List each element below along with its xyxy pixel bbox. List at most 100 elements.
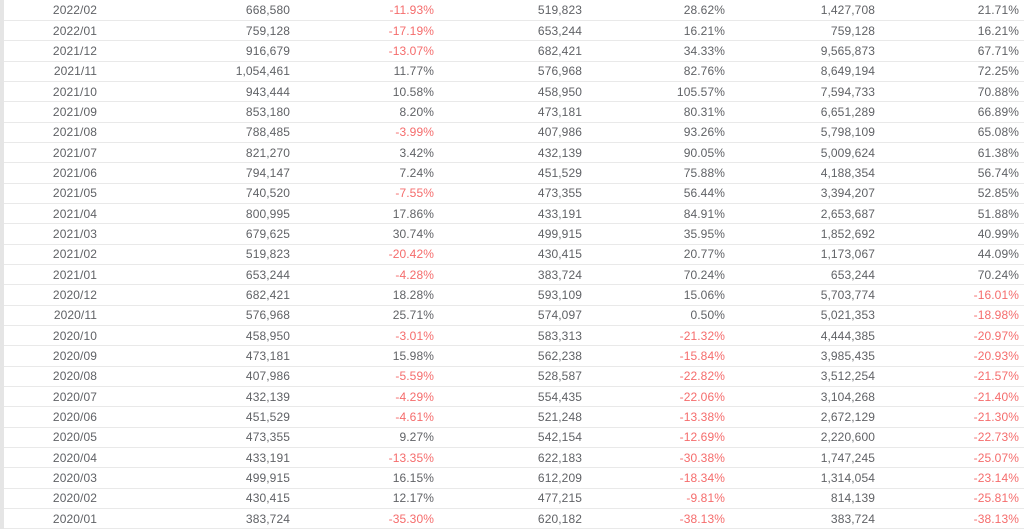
month-cell: 2021/05 [0, 183, 107, 204]
value-cell: 430,415 [107, 488, 300, 510]
left-edge-strip [0, 0, 4, 529]
percent-change-cell: -30.38% [592, 447, 735, 469]
value-cell: 554,435 [444, 386, 592, 408]
percent-change-cell: -5.59% [300, 366, 444, 388]
value-cell: 759,128 [107, 20, 300, 42]
value-cell: 451,529 [444, 162, 592, 184]
value-cell: 383,724 [735, 508, 885, 529]
percent-change-cell: 34.33% [592, 40, 735, 62]
value-cell: 473,181 [107, 345, 300, 367]
month-cell: 2020/06 [0, 406, 107, 428]
percent-change-cell: 44.09% [885, 244, 1024, 265]
percent-change-cell: -4.28% [300, 264, 444, 286]
percent-change-cell: 15.06% [592, 284, 735, 306]
value-cell: 1,747,245 [735, 447, 885, 469]
value-cell: 620,182 [444, 508, 592, 529]
percent-change-cell: -9.81% [592, 488, 735, 510]
value-cell: 788,485 [107, 122, 300, 143]
value-cell: 473,355 [444, 183, 592, 204]
percent-change-cell: 61.38% [885, 142, 1024, 164]
percent-change-cell: 56.44% [592, 183, 735, 204]
percent-change-cell: -4.61% [300, 406, 444, 428]
value-cell: 853,180 [107, 101, 300, 123]
percent-change-cell: 105.57% [592, 81, 735, 103]
table-row: 2021/07 821,270 3.42% 432,139 90.05% 5,009,62… [0, 142, 1024, 164]
percent-change-cell: -18.34% [592, 467, 735, 489]
percent-change-cell: 65.08% [885, 122, 1024, 143]
percent-change-cell: -15.84% [592, 345, 735, 367]
percent-change-cell: 30.74% [300, 223, 444, 245]
month-cell: 2021/06 [0, 162, 107, 184]
percent-change-cell: -21.40% [885, 386, 1024, 408]
percent-change-cell: 0.50% [592, 305, 735, 327]
percent-change-cell: -16.01% [885, 284, 1024, 306]
value-cell: 5,703,774 [735, 284, 885, 306]
value-cell: 5,009,624 [735, 142, 885, 164]
table-row: 2020/12 682,421 18.28% 593,109 15.06% 5,703,7… [0, 284, 1024, 306]
percent-change-cell: -13.38% [592, 406, 735, 428]
value-cell: 458,950 [107, 325, 300, 347]
value-cell: 740,520 [107, 183, 300, 204]
percent-change-cell: 35.95% [592, 223, 735, 245]
month-cell: 2021/10 [0, 81, 107, 103]
percent-change-cell: 20.77% [592, 244, 735, 265]
percent-change-cell: 93.26% [592, 122, 735, 143]
percent-change-cell: -13.35% [300, 447, 444, 469]
value-cell: 383,724 [107, 508, 300, 529]
percent-change-cell: -20.42% [300, 244, 444, 265]
value-cell: 1,173,067 [735, 244, 885, 265]
month-cell: 2021/07 [0, 142, 107, 164]
table-row: 2020/11 576,968 25.71% 574,097 0.50% 5,021,35… [0, 305, 1024, 327]
percent-change-cell: -35.30% [300, 508, 444, 529]
month-cell: 2022/01 [0, 20, 107, 42]
percent-change-cell: -38.13% [885, 508, 1024, 529]
value-cell: 5,021,353 [735, 305, 885, 327]
value-cell: 593,109 [444, 284, 592, 306]
percent-change-cell: 21.71% [885, 0, 1024, 21]
month-cell: 2020/10 [0, 325, 107, 347]
percent-change-cell: -21.32% [592, 325, 735, 347]
percent-change-cell: 16.21% [592, 20, 735, 42]
month-cell: 2021/03 [0, 223, 107, 245]
percent-change-cell: 7.24% [300, 162, 444, 184]
value-cell: 3,985,435 [735, 345, 885, 367]
percent-change-cell: 10.58% [300, 81, 444, 103]
percent-change-cell: 70.24% [592, 264, 735, 286]
value-cell: 473,355 [107, 427, 300, 449]
percent-change-cell: -20.93% [885, 345, 1024, 367]
month-cell: 2021/02 [0, 244, 107, 265]
percent-change-cell: 70.88% [885, 81, 1024, 103]
table-row: 2020/05 473,355 9.27% 542,154 -12.69% 2,220,6… [0, 427, 1024, 449]
table-row: 2020/10 458,950 -3.01% 583,313 -21.32% 4,444,… [0, 325, 1024, 347]
value-cell: 653,244 [735, 264, 885, 286]
table-row: 2020/04 433,191 -13.35% 622,183 -30.38% 1,747… [0, 447, 1024, 469]
month-cell: 2021/11 [0, 61, 107, 82]
value-cell: 653,244 [107, 264, 300, 286]
value-cell: 3,394,207 [735, 183, 885, 204]
percent-change-cell: -23.14% [885, 467, 1024, 489]
table-row: 2020/01 383,724 -35.30% 620,182 -38.13% 383,7… [0, 508, 1024, 529]
value-cell: 3,104,268 [735, 386, 885, 408]
table-row: 2020/07 432,139 -4.29% 554,435 -22.06% 3,104,… [0, 386, 1024, 408]
month-cell: 2021/08 [0, 122, 107, 143]
value-cell: 458,950 [444, 81, 592, 103]
value-cell: 821,270 [107, 142, 300, 164]
table-row: 2021/04 800,995 17.86% 433,191 84.91% 2,653,6… [0, 203, 1024, 225]
percent-change-cell: 16.15% [300, 467, 444, 489]
percent-change-cell: -3.01% [300, 325, 444, 347]
month-cell: 2021/04 [0, 203, 107, 225]
value-cell: 4,444,385 [735, 325, 885, 347]
table-row: 2020/03 499,915 16.15% 612,209 -18.34% 1,314,… [0, 467, 1024, 489]
percent-change-cell: -38.13% [592, 508, 735, 529]
value-cell: 668,580 [107, 0, 300, 21]
value-cell: 1,852,692 [735, 223, 885, 245]
value-cell: 2,672,129 [735, 406, 885, 428]
table-row: 2020/09 473,181 15.98% 562,238 -15.84% 3,985,… [0, 345, 1024, 367]
value-cell: 2,220,600 [735, 427, 885, 449]
value-cell: 432,139 [107, 386, 300, 408]
percent-change-cell: 40.99% [885, 223, 1024, 245]
percent-change-cell: 84.91% [592, 203, 735, 225]
value-cell: 576,968 [107, 305, 300, 327]
percent-change-cell: 12.17% [300, 488, 444, 510]
